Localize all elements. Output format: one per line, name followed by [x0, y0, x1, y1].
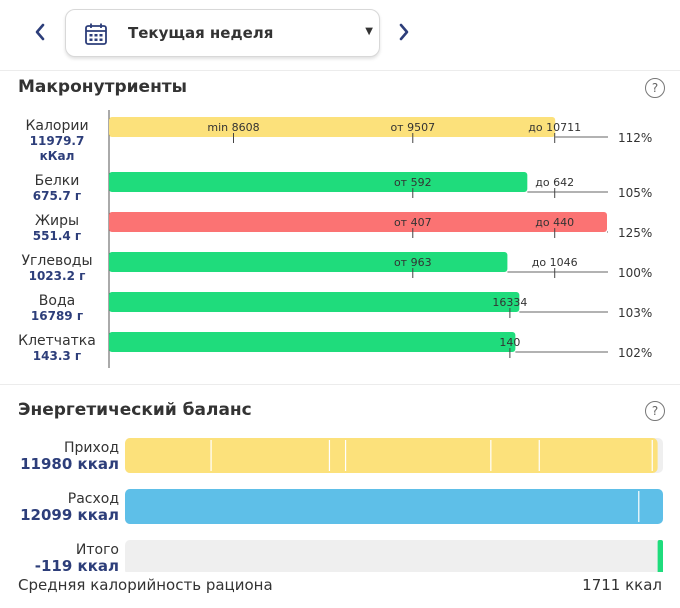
balance-track-3	[125, 540, 663, 572]
macro-marker-label-4-1: от 963	[394, 256, 432, 269]
balance-amount-1: 11980 ккал	[20, 455, 119, 473]
macro-marker-label-2-1: от 592	[394, 176, 432, 189]
prev-period-button[interactable]	[28, 20, 52, 44]
period-toolbar: Текущая неделя ▼	[0, 0, 680, 70]
macro-marker-label-6-1: 140	[499, 336, 520, 349]
chevron-left-icon	[35, 23, 45, 41]
macro-marker-label-3-1: от 407	[394, 216, 432, 229]
macro-percent-2: 105%	[618, 186, 652, 200]
macro-percent-5: 103%	[618, 306, 652, 320]
macro-name-4: Углеводы	[22, 253, 93, 269]
period-select[interactable]: Текущая неделя ▼	[65, 9, 380, 57]
macro-marker-label-1-2: от 9507	[390, 121, 435, 134]
macro-amount-2: 675.7 г	[33, 189, 81, 203]
macro-bar-2	[109, 172, 528, 192]
macro-percent-6: 102%	[618, 346, 652, 360]
macro-bar-5	[109, 292, 520, 312]
balance-amount-3: -119 ккал	[35, 557, 119, 572]
macro-name-1: Калории	[25, 118, 88, 134]
balance-amount-2: 12099 ккал	[20, 506, 119, 524]
macro-marker-label-1-1: min 8608	[207, 121, 259, 134]
macro-bar-3	[109, 212, 607, 232]
macro-amount-3: 551.4 г	[33, 229, 81, 243]
macro-marker-label-5-1: 16334	[492, 296, 527, 309]
macro-percent-4: 100%	[618, 266, 652, 280]
macro-amount-1: 11979.7	[30, 134, 85, 148]
macros-title: Макронутриенты	[18, 77, 188, 97]
macros-help-icon[interactable]: ?	[645, 78, 665, 98]
next-period-button[interactable]	[392, 20, 416, 44]
macro-amount-4: 1023.2 г	[29, 269, 86, 283]
macro-name-6: Клетчатка	[18, 333, 96, 349]
macro-percent-3: 125%	[618, 226, 652, 240]
balance-name-3: Итого	[76, 542, 119, 558]
macro-marker-label-2-2: до 642	[535, 176, 574, 189]
chevron-right-icon	[399, 23, 409, 41]
calendar-icon	[85, 23, 107, 45]
balance-bar-3	[657, 540, 663, 572]
macro-amount-5: 16789 г	[31, 309, 83, 323]
macro-name-5: Вода	[39, 293, 75, 309]
balance-name-1: Приход	[64, 440, 119, 456]
period-label: Текущая неделя	[128, 24, 274, 42]
macro-marker-label-4-2: до 1046	[532, 256, 578, 269]
macro-bar-1	[109, 117, 556, 137]
macro-bar-6	[109, 332, 516, 352]
balance-title: Энергетический баланс	[18, 400, 252, 420]
caret-down-icon: ▼	[365, 26, 373, 37]
average-calorie-label: Средняя калорийность рациона	[18, 576, 273, 594]
macro-unit-1: кКал	[40, 149, 75, 163]
macro-name-2: Белки	[35, 173, 80, 189]
macro-bar-4	[109, 252, 508, 272]
balance-bar-2	[125, 489, 663, 524]
balance-help-icon[interactable]: ?	[645, 401, 665, 421]
balance-bar-1	[125, 438, 658, 473]
average-calorie-value: 1711 ккал	[582, 576, 662, 594]
macro-name-3: Жиры	[35, 213, 79, 229]
divider-mid	[0, 384, 680, 385]
divider-top	[0, 70, 680, 71]
macro-amount-6: 143.3 г	[33, 349, 81, 363]
macro-percent-1: 112%	[618, 131, 652, 145]
macro-marker-label-1-3: до 10711	[528, 121, 581, 134]
balance-name-2: Расход	[68, 491, 119, 507]
macro-marker-label-3-2: до 440	[535, 216, 574, 229]
